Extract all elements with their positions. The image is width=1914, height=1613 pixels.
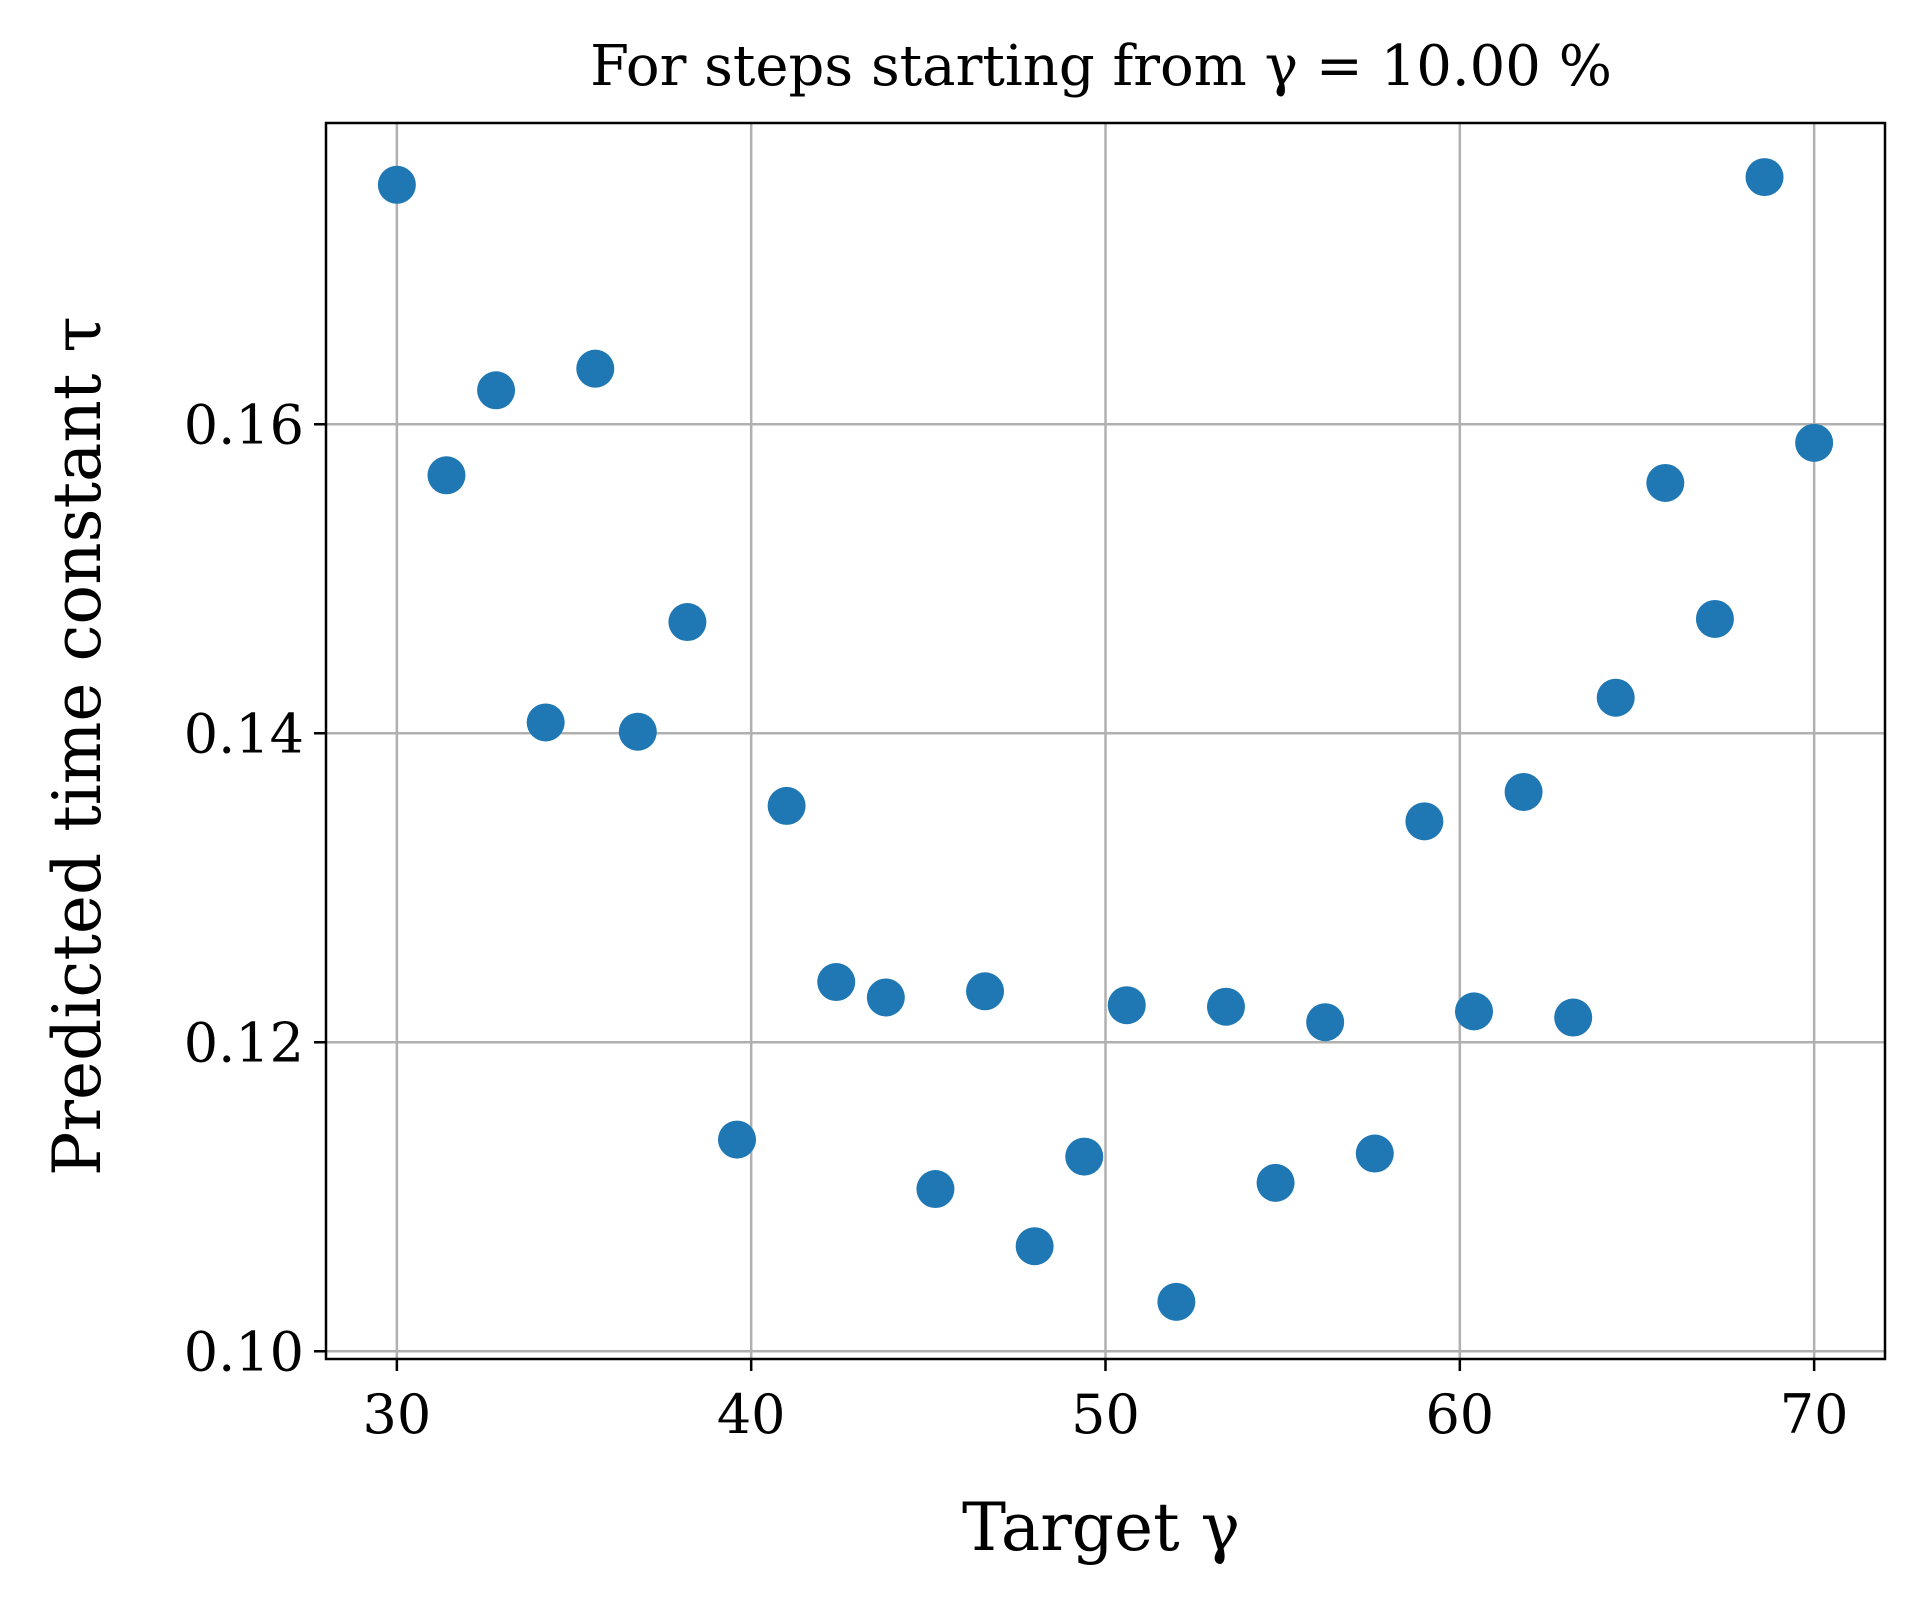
x-tick-label: 40 xyxy=(717,1383,786,1446)
data-point xyxy=(1745,158,1784,197)
data-point xyxy=(1157,1282,1196,1321)
data-point xyxy=(618,712,657,751)
y-axis-label: Predicted time constant τ xyxy=(39,316,116,1176)
data-point xyxy=(1454,992,1493,1031)
data-point xyxy=(1256,1163,1295,1202)
data-point xyxy=(1795,423,1834,462)
grid xyxy=(326,123,1885,1359)
data-point xyxy=(1405,802,1444,841)
data-point xyxy=(1596,678,1635,717)
y-tick-label: 0.12 xyxy=(184,1011,304,1074)
x-tick-label: 50 xyxy=(1071,1383,1140,1446)
data-point xyxy=(1695,599,1734,638)
x-tick-label: 30 xyxy=(363,1383,432,1446)
data-point xyxy=(1646,463,1685,502)
data-point xyxy=(526,703,565,742)
data-point xyxy=(377,165,416,204)
data-point xyxy=(477,371,516,410)
x-tick-label: 60 xyxy=(1425,1383,1494,1446)
data-point xyxy=(1504,772,1543,811)
data-point xyxy=(1015,1227,1054,1266)
y-tick-label: 0.16 xyxy=(184,393,304,456)
data-point xyxy=(1065,1137,1104,1176)
data-point xyxy=(1355,1134,1394,1173)
plot-frame xyxy=(324,121,1887,1361)
x-axis-label: Target γ xyxy=(962,1489,1240,1566)
y-tick-label: 0.14 xyxy=(184,702,304,765)
axis-ticks: 30 40 50 60 70 0.10 0.12 0.14 0.16 xyxy=(184,393,1849,1446)
data-points xyxy=(377,158,1834,1321)
data-point xyxy=(866,978,905,1017)
y-tick-label: 0.10 xyxy=(184,1320,304,1383)
data-point xyxy=(1306,1003,1345,1042)
data-point xyxy=(1107,986,1146,1025)
data-point xyxy=(966,972,1005,1011)
data-point xyxy=(1206,987,1245,1026)
chart-title: For steps starting from γ = 10.00 % xyxy=(590,34,1612,99)
data-point xyxy=(668,603,707,642)
data-point xyxy=(1554,998,1593,1037)
data-point xyxy=(767,786,806,825)
data-point xyxy=(916,1170,955,1209)
data-point xyxy=(427,456,466,495)
data-point xyxy=(576,349,615,388)
data-point xyxy=(817,963,856,1002)
data-point xyxy=(718,1120,757,1159)
x-tick-label: 70 xyxy=(1780,1383,1849,1446)
